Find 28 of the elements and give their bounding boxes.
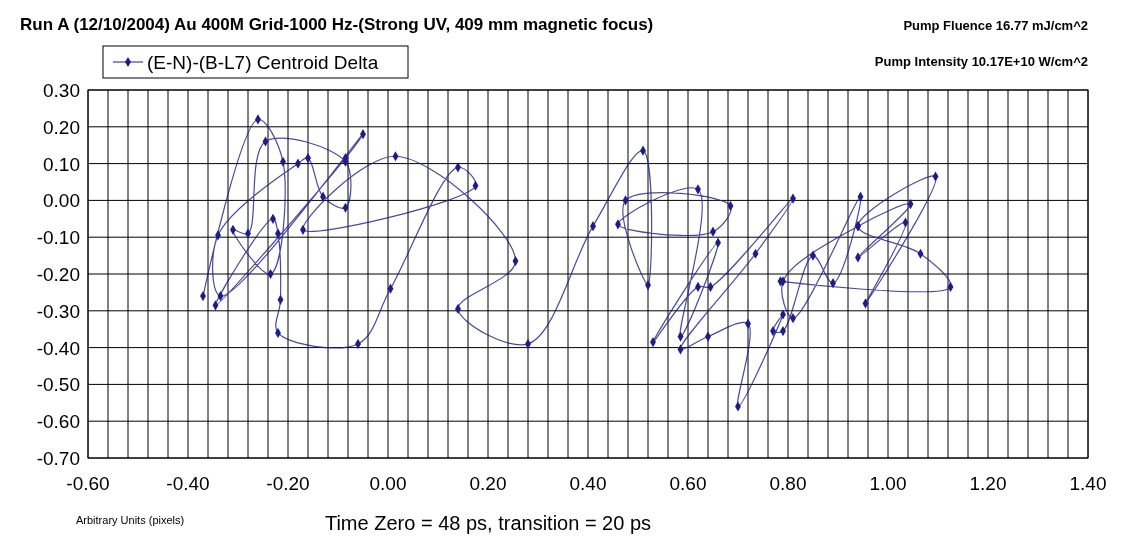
y-tick-label: -0.20	[36, 264, 80, 285]
y-tick-label: -0.60	[36, 411, 80, 433]
text: Time Zero = 48 ps, transition = 20 ps	[324, 512, 652, 534]
x-tick-label: 0.40	[569, 473, 607, 494]
x-axis-title: Arbitrary Units (pixels)	[76, 514, 185, 526]
x-tick-label: -0.20	[266, 473, 310, 494]
x-tick-label: 0.60	[669, 473, 707, 494]
y-tick-label: -0.40	[36, 337, 80, 359]
text: Pump Intensity 10.17E+10 W/cm^2	[874, 54, 1088, 69]
y-tick-label: 0.10	[43, 153, 80, 175]
y-tick-label: 0.00	[43, 190, 80, 212]
chart-title: Run A (12/10/2004) Au 400M Grid-1000 Hz-(Strong UV, 409 mm magnetic focus)	[20, 15, 654, 34]
y-tick-label: 0.30	[43, 80, 80, 101]
x-tick-label: 1.00	[869, 473, 907, 494]
y-tick-label: -0.10	[36, 227, 80, 249]
x-tick-label: 0.00	[369, 473, 407, 494]
y-tick-label: -0.30	[36, 300, 80, 322]
y-tick-label: -0.50	[36, 374, 80, 396]
x-tick-label: 1.20	[969, 473, 1007, 494]
legend-label: (E-N)-(B-L7) Centroid Delta	[147, 52, 379, 73]
y-tick-label: -0.70	[36, 448, 80, 469]
x-tick-label: -0.40	[166, 473, 210, 494]
x-tick-label: -0.60	[66, 473, 110, 494]
y-tick-label: 0.20	[43, 116, 80, 138]
x-tick-label: 0.80	[769, 473, 807, 494]
x-tick-label: 1.40	[1069, 473, 1107, 494]
x-tick-label: 0.20	[469, 473, 507, 494]
text: Pump Fluence 16.77 mJ/cm^2	[903, 18, 1088, 33]
